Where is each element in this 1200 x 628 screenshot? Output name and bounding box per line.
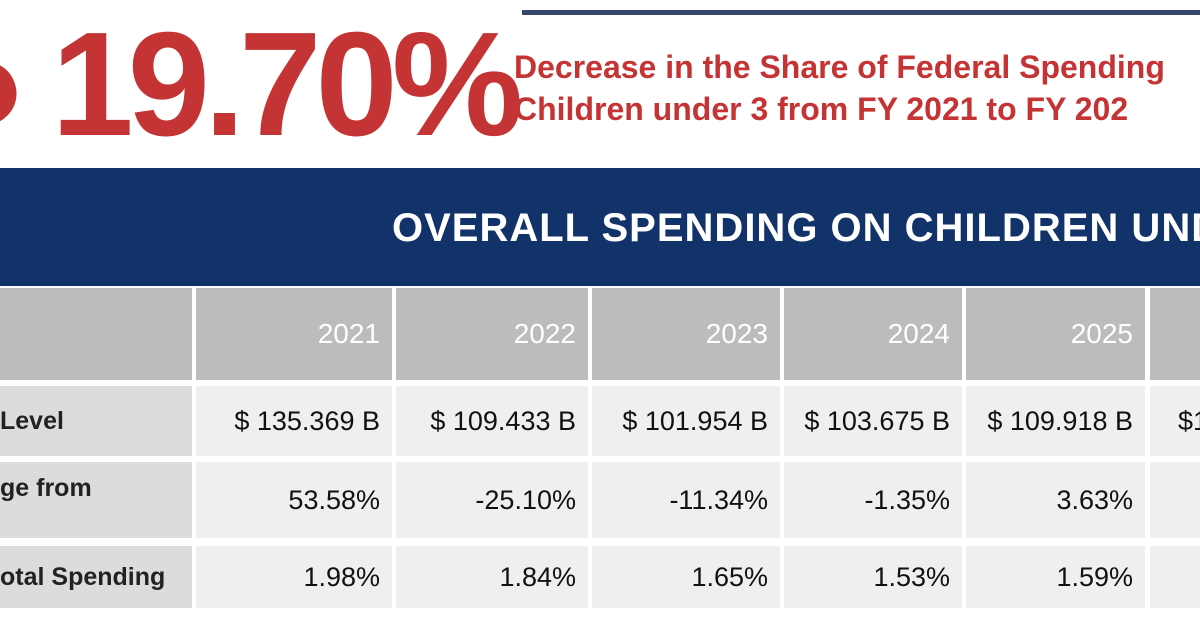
table-cell [1150,546,1200,608]
table-cell: 3.63% [966,462,1145,538]
header-year: 2025 [966,288,1145,380]
table-cell: 1.53% [784,546,962,608]
table-cell: 1.65% [592,546,780,608]
header-year: 2021 [196,288,392,380]
table-cell: 1.59% [966,546,1145,608]
table-cell: $1 [1150,386,1200,456]
subtitle-line-1: Decrease in the Share of Federal Spendin… [514,49,1165,85]
header-year: 2022 [396,288,588,380]
header-year: 2023 [592,288,780,380]
headline-subtitle: Decrease in the Share of Federal Spendin… [514,46,1165,130]
table-cell: $ 109.918 B [966,386,1145,456]
title-banner [0,168,1200,286]
table-cell: $ 135.369 B [196,386,392,456]
header-corner [0,288,192,380]
banner-title: OVERALL SPENDING ON CHILDREN UND [392,206,1200,250]
headline-value: ●19.70% [0,10,523,160]
table-cell: $ 109.433 B [396,386,588,456]
header-year: 2024 [784,288,962,380]
subtitle-line-2: Children under 3 from FY 2021 to FY 202 [514,91,1129,127]
row-label: ge from [0,462,192,538]
table-cell [1150,462,1200,538]
table-cell: $ 103.675 B [784,386,962,456]
table-cell: -25.10% [396,462,588,538]
table-cell: -11.34% [592,462,780,538]
row-label: Level [0,386,192,456]
header-year [1150,288,1200,380]
top-rule [522,10,1200,15]
table-cell: 53.58% [196,462,392,538]
table-cell: 1.98% [196,546,392,608]
table-cell: $ 101.954 B [592,386,780,456]
table-cell: -1.35% [784,462,962,538]
table-cell: 1.84% [396,546,588,608]
headline-percent: 19.70% [51,2,523,167]
row-label: otal Spending [0,546,192,608]
